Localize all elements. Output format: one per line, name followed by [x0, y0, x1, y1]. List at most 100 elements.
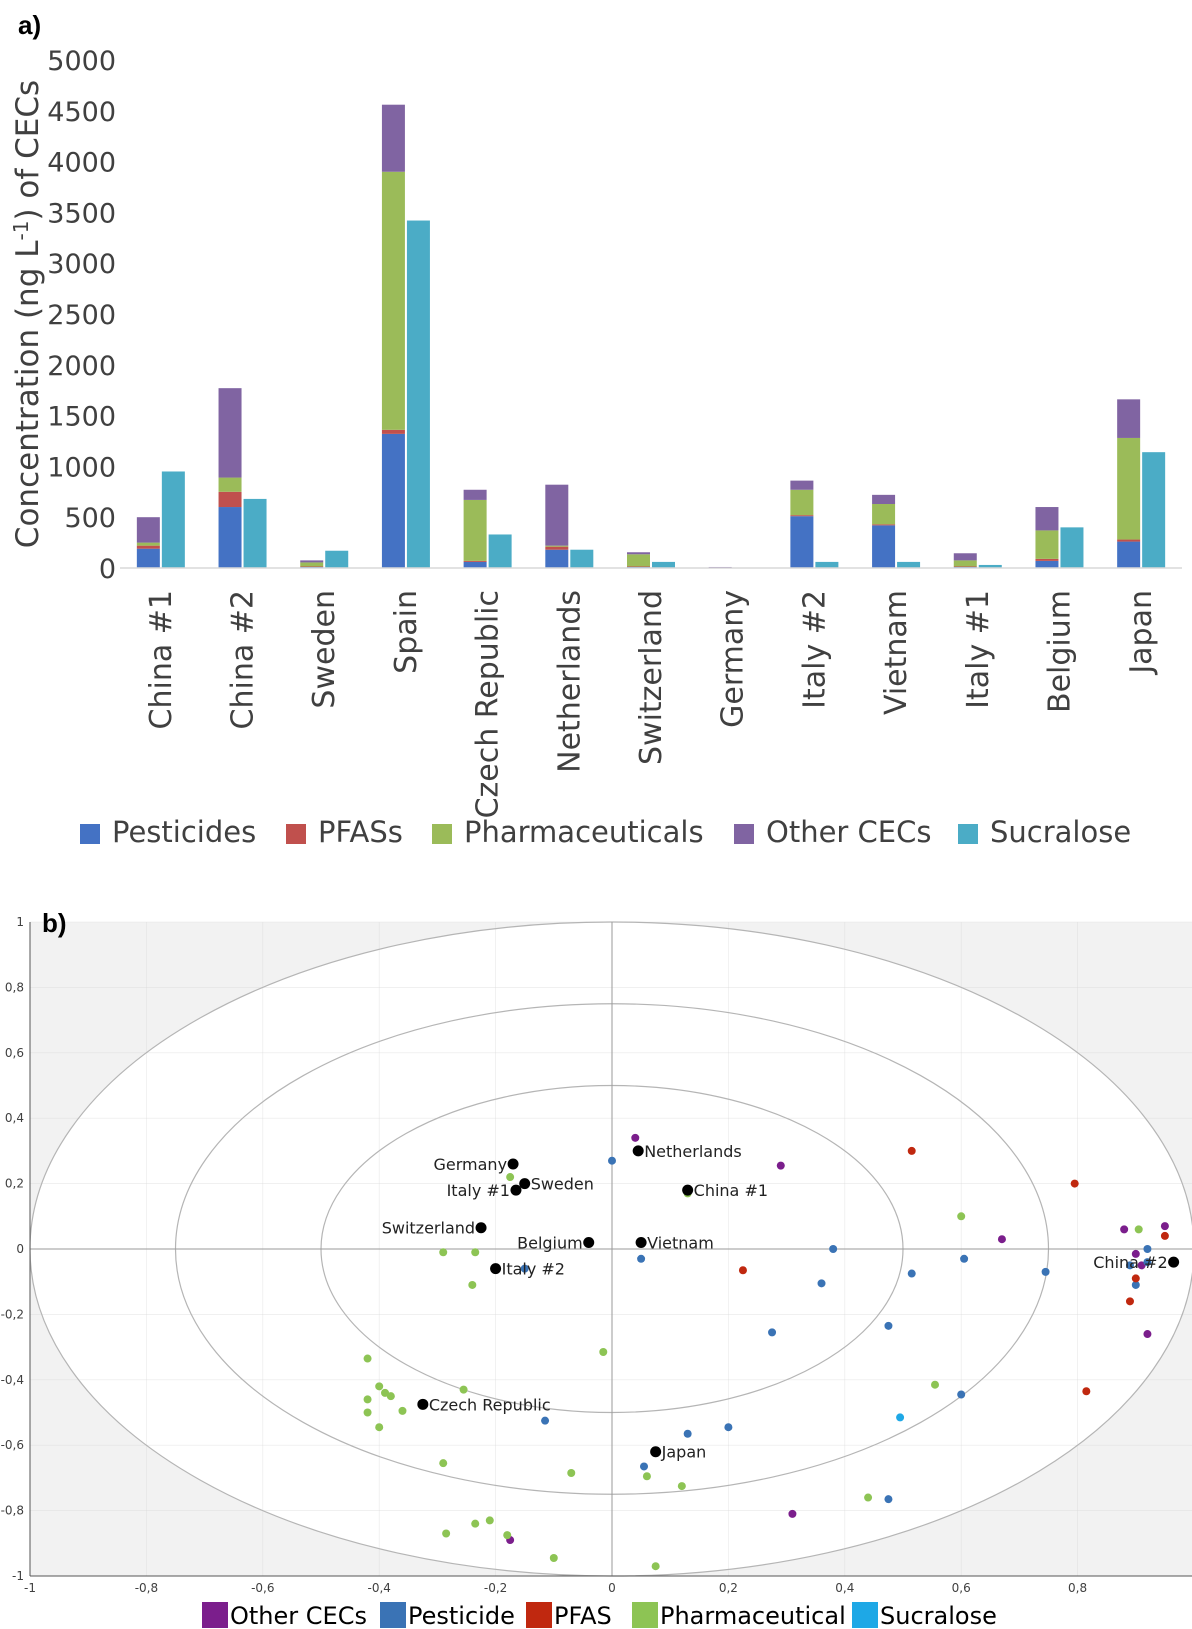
bar-sucralose-switzerland	[652, 561, 675, 568]
point-pharmaceutical	[442, 1529, 451, 1538]
y-tick-label: 0	[99, 554, 116, 585]
legend-swatch-pfas	[526, 1602, 552, 1628]
bar-sucralose-netherlands	[570, 549, 594, 568]
point-pharmaceutical	[864, 1493, 873, 1502]
sample-point-czech-republic	[417, 1398, 429, 1410]
bar-sucralose-china-2	[243, 498, 267, 568]
category-label-japan: Japan	[1124, 590, 1159, 676]
point-pharmaceutical	[439, 1248, 448, 1257]
point-pharmaceutical	[471, 1519, 480, 1528]
bar-other-cecs-japan	[1117, 399, 1141, 438]
bar-pfass-sweden	[300, 566, 324, 567]
point-other-cecs	[1137, 1261, 1146, 1270]
bar-other-cecs-vietnam	[872, 494, 896, 504]
sample-point-sweden	[519, 1178, 531, 1190]
bar-sucralose-china-1	[161, 471, 185, 568]
y-tick-label: 500	[64, 503, 116, 534]
bar-other-cecs-switzerland	[627, 552, 650, 555]
bar-other-cecs-czech-republic	[463, 489, 487, 500]
category-label-belgium: Belgium	[1042, 590, 1077, 713]
point-pfas	[1131, 1274, 1140, 1283]
bar-pharmaceuticals-czech-republic	[463, 499, 487, 561]
point-pesticide	[960, 1254, 969, 1263]
legend-swatch-other-cecs	[734, 824, 754, 844]
point-pesticide	[817, 1279, 826, 1288]
bar-pharmaceuticals-italy-2	[790, 489, 814, 516]
point-pesticide	[768, 1328, 777, 1337]
point-pesticide	[640, 1462, 649, 1471]
point-pesticide	[541, 1416, 550, 1425]
point-pharmaceutical	[957, 1212, 966, 1221]
legend-label-pfass: PFASs	[318, 815, 403, 849]
sample-point-china-2	[1168, 1256, 1180, 1268]
category-label-china-1: China #1	[144, 590, 179, 729]
bar-other-cecs-germany	[708, 566, 732, 568]
point-pharmaceutical	[567, 1468, 576, 1477]
bar-other-cecs-belgium	[1035, 507, 1059, 531]
point-pesticide	[1143, 1258, 1152, 1267]
bar-pesticides-netherlands	[545, 549, 569, 568]
sample-label-china-2: China #2	[1093, 1253, 1167, 1272]
x-tick-label: 0	[608, 1581, 616, 1595]
y-tick-label: 1	[16, 915, 24, 929]
point-other-cecs	[776, 1161, 785, 1170]
sample-point-germany	[507, 1158, 519, 1170]
y-tick-label: 0,6	[5, 1046, 24, 1060]
sample-point-italy-2	[490, 1263, 502, 1275]
scatter-tick-labels: -1 -0,8 -0,6 -0,4 -0,2 0 0,2 0,4 0,6 0,8 1 -1 -0,8 -0…	[1, 915, 1088, 1595]
bar-other-cecs-italy-2	[790, 480, 814, 490]
point-pesticide	[829, 1245, 838, 1253]
y-tick-label: 3500	[47, 198, 116, 229]
bar-pfass-spain	[381, 429, 405, 434]
point-pharmaceutical	[503, 1531, 512, 1540]
point-pesticide	[683, 1429, 692, 1438]
legend-swatch-other-cecs	[202, 1602, 228, 1628]
bar-pharmaceuticals-japan	[1117, 437, 1141, 540]
legend-swatch-pesticide	[380, 1602, 406, 1628]
panel-a-label: a)	[18, 10, 41, 40]
variable-points	[363, 1133, 1169, 1571]
bar-pfass-china-1	[136, 545, 160, 549]
bar-sucralose-italy-2	[815, 561, 839, 568]
sample-label-switzerland: Switzerland	[382, 1219, 475, 1238]
bar-other-cecs-italy-1	[953, 553, 977, 561]
legend-label-sucralose: Sucralose	[880, 1602, 997, 1629]
point-pharmaceutical	[651, 1562, 660, 1571]
bar-y-axis-title: Concentration (ng L-1) of CECs	[9, 80, 46, 548]
zero-axes	[29, 922, 1192, 1577]
point-pesticide	[1131, 1280, 1140, 1289]
bar-pesticides-spain	[381, 433, 405, 568]
point-pesticide	[724, 1423, 733, 1432]
bar-pfass-netherlands	[545, 546, 569, 550]
bar-sucralose-sweden	[325, 550, 349, 568]
point-pesticide	[1125, 1261, 1134, 1270]
sample-label-sweden: Sweden	[531, 1175, 594, 1194]
y-tick-label: -0,2	[1, 1307, 24, 1321]
point-other-cecs	[997, 1235, 1006, 1244]
point-other-cecs	[631, 1133, 640, 1142]
category-label-netherlands: Netherlands	[552, 590, 587, 773]
bar-pharmaceuticals-netherlands	[545, 545, 569, 547]
sample-label-netherlands: Netherlands	[644, 1142, 742, 1161]
legend-swatch-sucralose	[958, 824, 978, 844]
legend-label-other-cecs: Other CECs	[766, 815, 932, 849]
sample-label-italy-1: Italy #1	[447, 1181, 510, 1200]
y-tick-label: 5000	[47, 46, 116, 77]
x-tick-label: -0,8	[135, 1581, 158, 1595]
legend-swatch-pharmaceutical	[632, 1602, 658, 1628]
panel-b-label: b)	[42, 908, 67, 938]
y-title-superscript: -1	[9, 221, 33, 241]
point-sucralose	[896, 1413, 905, 1422]
bar-pfass-vietnam	[872, 524, 896, 526]
x-tick-label: -0,2	[484, 1581, 507, 1595]
legend-label-pesticides: Pesticides	[112, 815, 256, 849]
bar-pfass-czech-republic	[463, 560, 487, 562]
point-other-cecs	[1131, 1249, 1140, 1258]
category-label-czech-republic: Czech Republic	[471, 590, 506, 818]
sample-point-switzerland	[475, 1222, 487, 1234]
category-label-china-2: China #2	[226, 590, 261, 729]
point-pfas	[907, 1146, 916, 1155]
sample-point-belgium	[583, 1236, 595, 1248]
y-tick-label: 1500	[47, 402, 116, 433]
category-label-vietnam: Vietnam	[879, 590, 914, 715]
